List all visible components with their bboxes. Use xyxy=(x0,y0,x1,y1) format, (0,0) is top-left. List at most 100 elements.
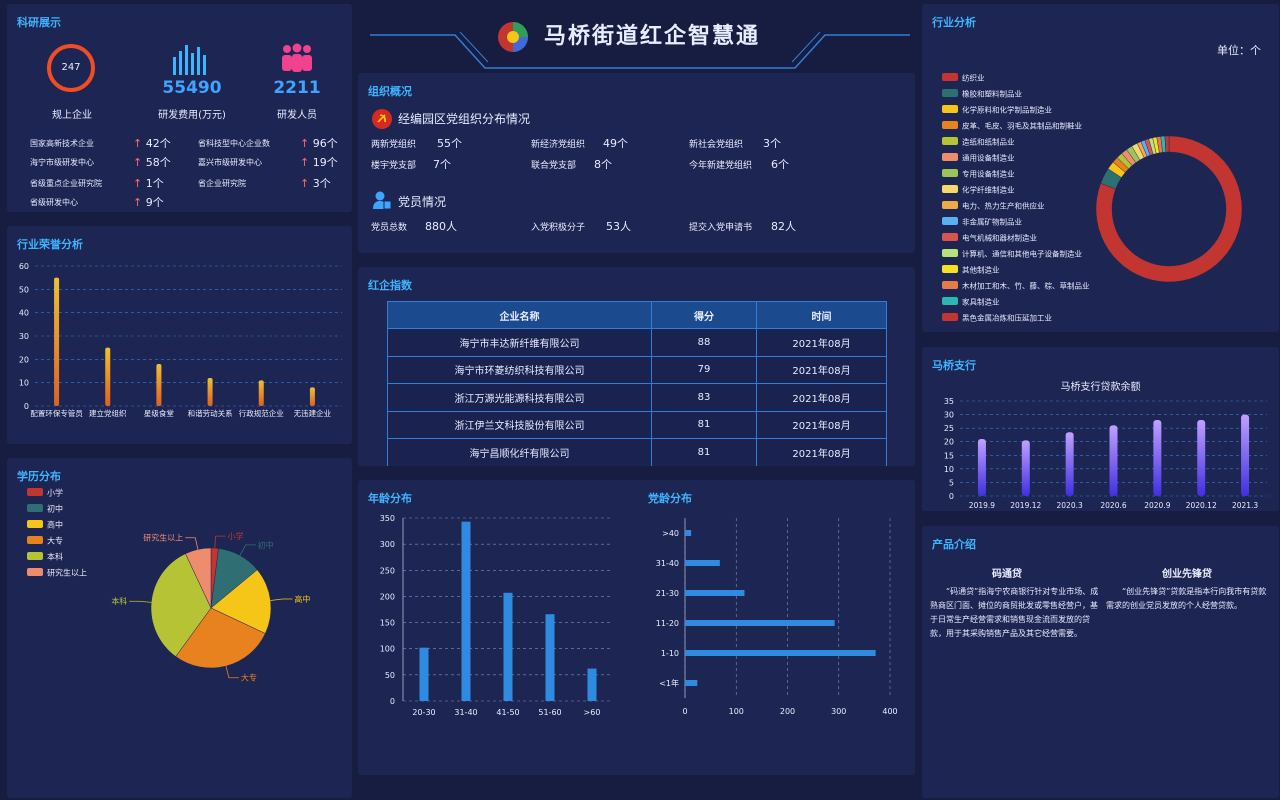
legend-swatch xyxy=(27,488,43,496)
party-item-value: 3个 xyxy=(763,137,781,150)
table-row: 浙江万源光能源科技有限公司 83 2021年08月 xyxy=(387,383,887,412)
legend-label: 皮革、毛皮、羽毛及其制品和制鞋业 xyxy=(962,121,1082,131)
party-emblem-icon xyxy=(372,109,392,129)
y-tick-label: 20 xyxy=(19,355,29,364)
legend-label: 橡胶和塑料制品业 xyxy=(962,89,1022,99)
bar xyxy=(685,560,720,566)
party-item-label: 新社会党组织 xyxy=(689,140,744,150)
industry-title: 行业分析 xyxy=(932,16,976,29)
research-item-count: ↑ 19个 xyxy=(300,156,338,169)
legend-label: 初中 xyxy=(47,504,63,514)
x-tick-label: 星级食堂 xyxy=(144,408,174,418)
legend-label: 化学纤维制造业 xyxy=(962,185,1015,195)
x-tick-label: 300 xyxy=(831,707,846,716)
table-cell: 79 xyxy=(651,355,757,384)
age-chart: 0 50 100 150 200 250 300 350 20-30 31-40 41-50 51-6… xyxy=(380,514,613,717)
org-title: 组织概况 xyxy=(368,85,412,98)
education-panel: 学历分布 小学 初中 高中 大专 本科 研究生以上 小学 初中 高中 大专 本科 研究生以上 xyxy=(7,458,352,798)
x-tick-label: 2020.12 xyxy=(1186,501,1217,510)
table-cell: 浙江伊兰文科技股份有限公司 xyxy=(387,410,652,439)
product-desc: “码通贷”指海宁农商银行针对专业市场、成熟商区门面、摊位的商贸批发或零售经营户，… xyxy=(930,587,1099,638)
y-tick-label: 0 xyxy=(390,697,395,706)
x-tick-label: 无违建企业 xyxy=(294,408,332,418)
legend-label: 电气机械和器材制造业 xyxy=(962,233,1037,243)
legend-label: 其他制造业 xyxy=(962,265,1000,275)
legend-label: 专用设备制造业 xyxy=(962,169,1015,179)
bar xyxy=(685,590,745,596)
table-cell: 海宁市环菱纺织科技有限公司 xyxy=(387,355,652,384)
bar xyxy=(1241,414,1250,496)
research-item-label: 省企业研究院 xyxy=(198,179,246,188)
table-header: 得分 xyxy=(651,301,757,329)
research-item-label: 省级重点企业研究院 xyxy=(30,179,102,188)
party-item-value: 55个 xyxy=(437,137,462,150)
research-title: 科研展示 xyxy=(17,16,61,29)
y-tick-label: 31-40 xyxy=(656,559,679,568)
y-tick-label: 30 xyxy=(944,411,954,420)
research-item-label: 嘉兴市级研发中心 xyxy=(198,158,262,167)
table-cell: 海宁市丰达新纤维有限公司 xyxy=(387,328,652,357)
stat-label-rd-expense: 研发费用(万元) xyxy=(158,110,226,121)
legend-label: 小学 xyxy=(47,488,63,498)
legend-label: 大专 xyxy=(47,536,63,546)
table-row: 海宁昌顺化纤有限公司 81 2021年08月 xyxy=(387,438,887,466)
x-tick-label: 51-60 xyxy=(538,708,561,717)
donut-slice xyxy=(1164,135,1170,153)
up-arrow-icon: ↑ xyxy=(133,177,143,190)
bar xyxy=(1197,420,1206,496)
legend-swatch xyxy=(942,249,958,257)
research-panel: 科研展示 247 规上企业 55490 研发费用(万元) 2211 研发人员 国… xyxy=(7,4,352,212)
y-tick-label: 300 xyxy=(380,540,395,549)
party-item-label: 楼宇党支部 xyxy=(371,161,417,171)
legend-swatch xyxy=(942,89,958,97)
y-tick-label: 25 xyxy=(944,424,954,433)
research-item-count: ↑ 3个 xyxy=(300,177,331,190)
distribution-panel: 年龄分布 党龄分布 0 50 100 150 200 250 300 350 20-30 31-4… xyxy=(358,480,915,775)
legend-swatch xyxy=(942,137,958,145)
x-tick-label: 行政规范企业 xyxy=(239,408,284,418)
party-item-label: 两新党组织 xyxy=(371,140,417,150)
bar xyxy=(1153,420,1162,496)
x-tick-label: 和谐劳动关系 xyxy=(188,408,233,418)
bar xyxy=(1021,440,1030,496)
pie-slice xyxy=(185,547,212,609)
x-tick-label: 2020.3 xyxy=(1057,501,1083,510)
legend-label: 造纸和纸制品业 xyxy=(962,137,1015,147)
legend-label: 非金属矿物制品业 xyxy=(962,217,1022,227)
x-tick-label: 100 xyxy=(729,707,744,716)
slice-label-line xyxy=(214,535,226,549)
up-arrow-icon: ↑ xyxy=(133,156,143,169)
x-tick-label: 400 xyxy=(882,707,897,716)
y-tick-label: <1年 xyxy=(659,678,679,688)
research-item-label: 海宁市级研发中心 xyxy=(30,158,94,167)
up-arrow-icon: ↑ xyxy=(300,177,310,190)
y-tick-label: 350 xyxy=(380,514,395,523)
y-tick-label: 21-30 xyxy=(656,589,679,598)
table-cell: 浙江万源光能源科技有限公司 xyxy=(387,383,652,412)
legend-swatch xyxy=(942,281,958,289)
y-tick-label: 50 xyxy=(385,671,395,680)
bank-chart: 0 5 10 15 20 25 30 35 2019.9 2019.12 2020.3 2020.6 2… xyxy=(944,397,1267,510)
product-desc: “创业先锋贷”贷款是指本行向我市有贷款需求的创业党员发放的个人经营贷款。 xyxy=(1106,587,1267,610)
party-item-value: 7个 xyxy=(433,158,451,171)
honor-chart: 0 10 20 30 40 50 60 配置环保专管员 建立党组织 星级食堂 和谐劳动关系 行政规范企… xyxy=(19,262,342,418)
table-cell: 81 xyxy=(651,438,757,466)
industry-unit: 单位：个 xyxy=(1217,44,1261,57)
member-item-value: 880人 xyxy=(425,220,457,233)
party-distribution-title: 经编园区党组织分布情况 xyxy=(398,112,531,126)
y-tick-label: >40 xyxy=(662,529,679,538)
slice-label-line xyxy=(270,598,293,601)
research-item-count: ↑ 42个 xyxy=(133,137,171,150)
slice-label-line xyxy=(225,666,239,679)
bar-chart-icon xyxy=(173,45,206,75)
research-item-count: ↑ 58个 xyxy=(133,156,171,169)
legend-swatch xyxy=(942,297,958,305)
slice-label-line xyxy=(239,544,256,556)
legend-label: 计算机、通信和其他电子设备制造业 xyxy=(962,249,1082,259)
party-item-value: 6个 xyxy=(771,158,789,171)
stat-label-enterprises: 规上企业 xyxy=(52,110,92,121)
x-tick-label: >60 xyxy=(584,708,601,717)
y-tick-label: 35 xyxy=(944,397,954,406)
up-arrow-icon: ↑ xyxy=(133,196,143,209)
